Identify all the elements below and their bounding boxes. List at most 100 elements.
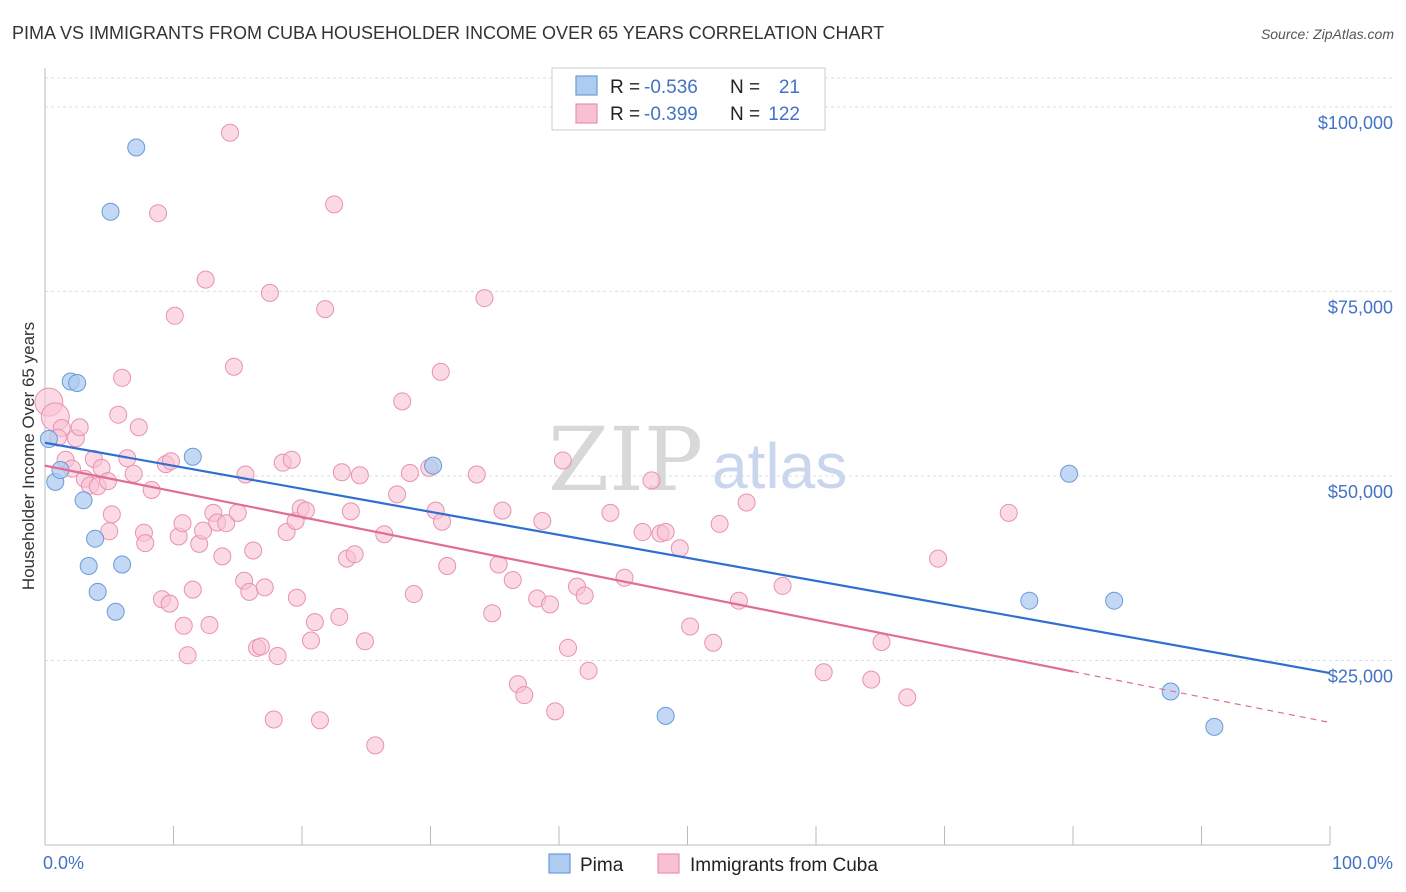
cuba-point — [400, 464, 419, 482]
cuba-point — [872, 633, 891, 652]
cuba-point — [467, 465, 486, 484]
cuba-point — [240, 582, 259, 601]
cuba-point — [316, 300, 335, 319]
cuba-point — [579, 661, 598, 680]
watermark-atlas: atlas — [712, 430, 847, 502]
cuba-point — [124, 464, 143, 483]
bottom-legend: Pima Immigrants from Cuba — [548, 853, 878, 876]
cuba-point — [224, 357, 243, 376]
pima-point — [1205, 717, 1224, 736]
bottom-legend-label-cuba: Immigrants from Cuba — [690, 855, 878, 876]
cuba-point — [305, 613, 324, 632]
cuba-point — [217, 514, 236, 533]
pima-trend-line — [44, 441, 1331, 675]
y-tick-labels: $25,000 $50,000 $75,000 $100,000 — [1318, 113, 1393, 687]
chart-source: Source: ZipAtlas.com — [1261, 26, 1394, 42]
legend-r-label-pima: R = — [610, 77, 640, 98]
pima-point — [424, 456, 443, 475]
cuba-point — [393, 392, 412, 411]
cuba-point — [541, 595, 560, 614]
cuba-point — [633, 523, 652, 542]
y-tick-label: $75,000 — [1328, 297, 1393, 317]
cuba-point — [174, 616, 193, 635]
pima-point — [127, 138, 146, 157]
cuba-point — [255, 578, 274, 597]
cuba-point — [493, 501, 512, 520]
legend-n-value-pima: 21 — [779, 77, 800, 98]
pima-point — [68, 373, 87, 392]
legend-r-value-pima: -0.536 — [644, 77, 698, 98]
legend-r-value-cuba: -0.399 — [644, 104, 698, 125]
cuba-point — [773, 576, 792, 595]
cuba-point — [100, 522, 119, 541]
cuba-point — [503, 571, 522, 590]
cuba-point — [656, 523, 675, 542]
cuba-point — [268, 647, 287, 666]
chart-title: PIMA VS IMMIGRANTS FROM CUBA HOUSEHOLDER… — [12, 23, 884, 43]
trend-lines — [44, 441, 1331, 724]
cuba-point — [558, 638, 577, 657]
cuba-point — [681, 617, 700, 636]
cuba-point — [350, 466, 369, 485]
cuba-point — [345, 545, 364, 564]
x-tick-label-min: 0.0% — [43, 853, 84, 873]
cuba-point — [228, 503, 247, 522]
cuba-point — [862, 670, 881, 689]
cuba-point — [330, 607, 349, 626]
legend-swatch-pima — [575, 75, 598, 96]
cuba-point — [301, 631, 320, 650]
cuba-point — [165, 306, 184, 325]
cuba-point — [251, 637, 270, 656]
axes — [44, 68, 1331, 846]
cuba-point — [160, 594, 179, 613]
cuba-point — [136, 534, 155, 553]
cuba-point — [642, 471, 661, 490]
cuba-point — [264, 710, 283, 729]
cuba-point — [546, 702, 565, 721]
cuba-point — [533, 511, 552, 530]
bottom-legend-swatch-cuba — [657, 853, 680, 874]
pima-point — [113, 555, 132, 574]
pima-point — [1060, 464, 1079, 483]
x-tick-labels: 0.0% 100.0% — [43, 853, 1393, 873]
y-tick-label: $50,000 — [1328, 482, 1393, 502]
cuba-point — [296, 501, 315, 520]
cuba-trend-extension — [1072, 670, 1331, 724]
cuba-point — [814, 663, 833, 682]
cuba-point — [260, 283, 279, 302]
cuba-point — [325, 195, 344, 214]
cuba-point — [388, 485, 407, 504]
pima-point — [86, 529, 105, 548]
pima-point — [101, 202, 120, 221]
bottom-legend-swatch-pima — [548, 853, 571, 874]
pima-point — [74, 491, 93, 510]
cuba-point — [173, 514, 192, 533]
legend-n-label-pima: N = — [730, 77, 760, 98]
cuba-point — [178, 646, 197, 665]
cuba-point — [575, 586, 594, 605]
y-axis-label: Householder Income Over 65 years — [19, 322, 38, 590]
cuba-point — [704, 633, 723, 652]
cuba-point — [898, 688, 917, 707]
cuba-point — [404, 585, 423, 604]
cuba-point — [737, 493, 756, 512]
cuba-point — [710, 514, 729, 533]
cuba-point — [366, 736, 385, 755]
cuba-point — [200, 616, 219, 635]
cuba-point — [929, 549, 948, 568]
cuba-point — [355, 632, 374, 651]
x-tick-label-max: 100.0% — [1332, 853, 1393, 873]
cuba-point — [194, 521, 213, 540]
cuba-point — [149, 204, 168, 223]
cuba-point — [601, 503, 620, 522]
cuba-point — [287, 588, 306, 607]
cuba-point — [515, 686, 534, 705]
pima-point — [88, 582, 107, 601]
cuba-trend-line — [44, 464, 1074, 673]
bottom-legend-label-pima: Pima — [580, 855, 624, 876]
cuba-point — [244, 541, 263, 560]
cuba-point — [196, 270, 215, 289]
legend-swatch-cuba — [575, 103, 598, 124]
cuba-series-points — [34, 123, 1018, 755]
